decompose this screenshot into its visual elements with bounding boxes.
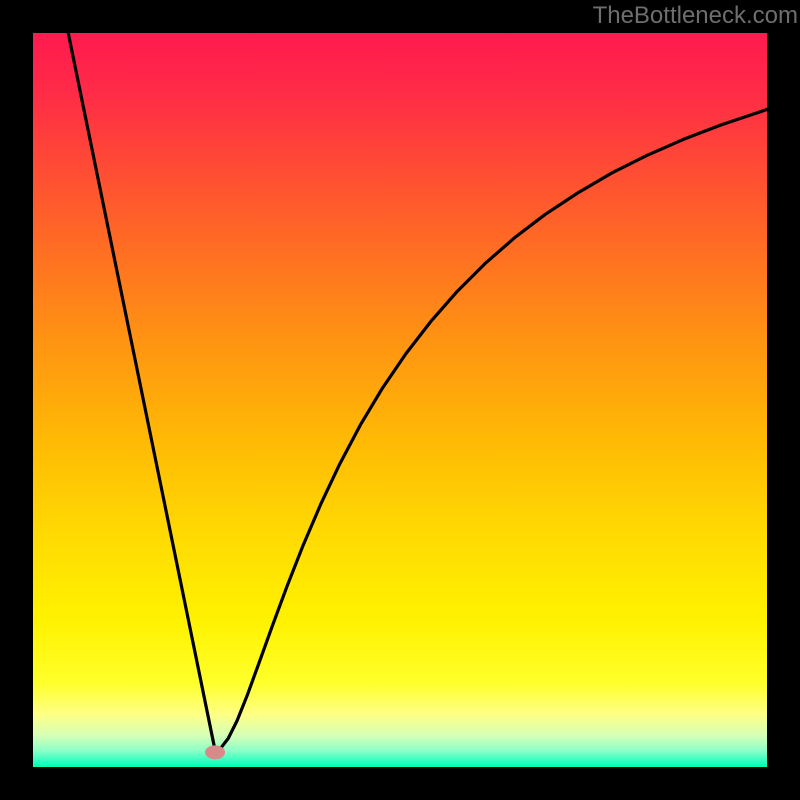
bottleneck-marker (205, 745, 225, 759)
bottleneck-chart (0, 0, 800, 800)
watermark-label: TheBottleneck.com (593, 2, 798, 30)
